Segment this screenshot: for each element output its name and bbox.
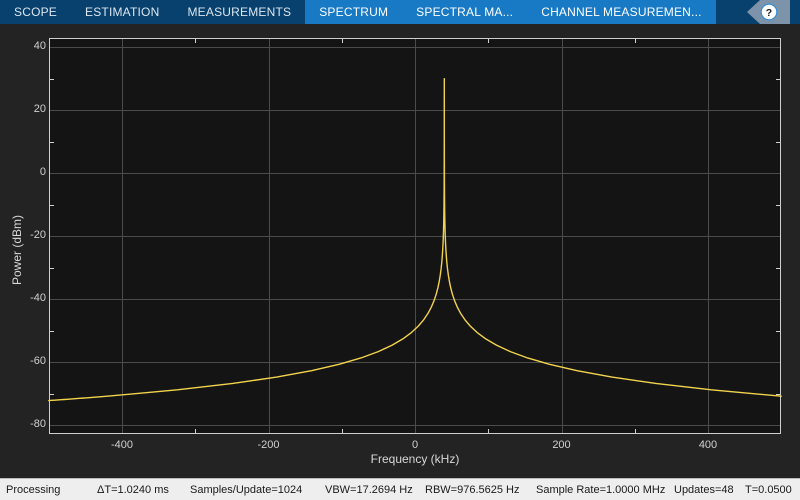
svg-text:?: ?	[765, 7, 771, 19]
